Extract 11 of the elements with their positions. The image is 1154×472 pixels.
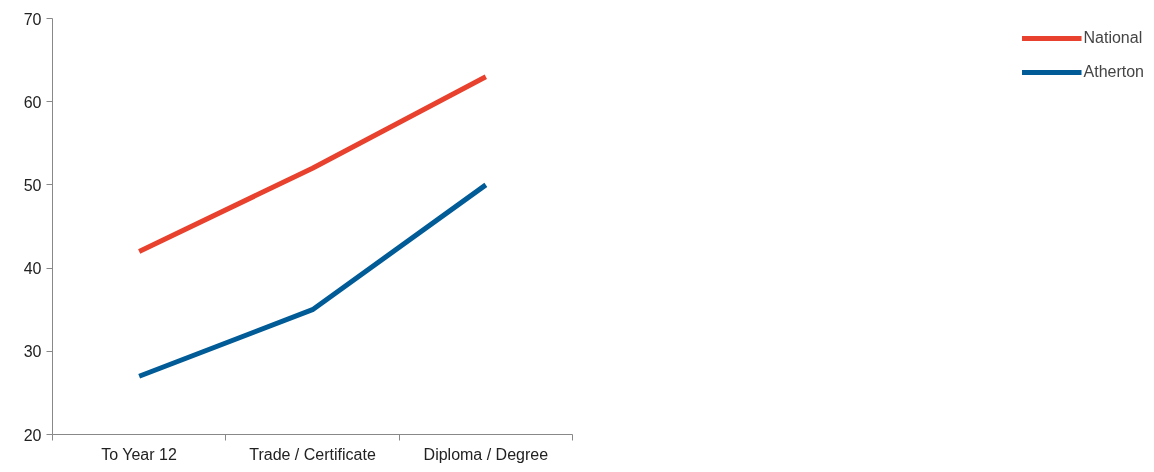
y-tick-label: 30 [23,343,42,361]
x-tick-label: To Year 12 [101,445,177,463]
y-tick-label: 50 [23,176,42,194]
legend-label: Atherton [1083,63,1144,81]
x-tick-label: Trade / Certificate [249,445,376,463]
legend-label: National [1083,29,1143,47]
y-tick-label: 40 [23,260,42,278]
y-tick-label: 70 [23,10,42,28]
x-tick-label: Diploma / Degree [423,445,549,463]
y-tick-label: 20 [23,426,42,444]
y-tick-label: 60 [23,93,42,111]
